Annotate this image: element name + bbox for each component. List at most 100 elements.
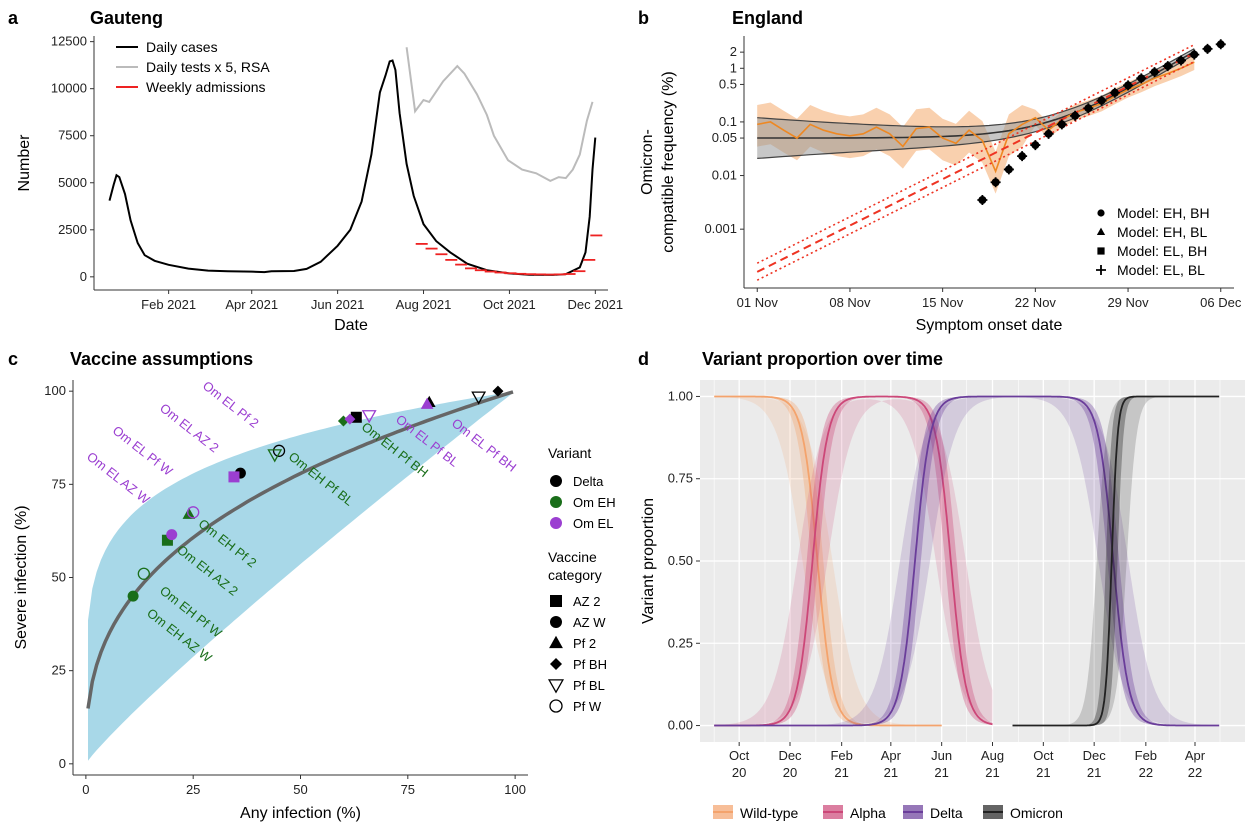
panel-c-chart: 0 25 50 75 100 0 25 50 75 100 Any infection (%) Sev… bbox=[13, 378, 616, 822]
x-tick-label: 100 bbox=[504, 782, 526, 797]
x-tick-label: 21 bbox=[1087, 765, 1101, 780]
legend-label: Model: EH, BH bbox=[1117, 205, 1210, 221]
variant-line bbox=[714, 395, 942, 727]
vaccine-point bbox=[187, 506, 200, 519]
legend-key bbox=[550, 496, 562, 508]
y-tick-label: 0.05 bbox=[712, 130, 737, 145]
vaccine-point bbox=[166, 529, 178, 541]
variant-line bbox=[1012, 395, 1220, 727]
x-tick-label: 08 Nov bbox=[829, 295, 871, 310]
fit-line bbox=[756, 52, 1195, 273]
variant-band bbox=[714, 396, 993, 726]
model-point bbox=[1056, 119, 1067, 130]
fit-curve bbox=[86, 390, 514, 709]
vaccine-point bbox=[267, 449, 283, 463]
legend-key bbox=[1096, 265, 1106, 275]
panel-b-title: England bbox=[732, 8, 803, 28]
point-label: Om EL Pf BH bbox=[449, 415, 519, 475]
x-tick-label: 21 bbox=[1036, 765, 1050, 780]
x-tick-label: Dec bbox=[778, 748, 802, 763]
x-tick-label: 21 bbox=[985, 765, 999, 780]
legend-label: Delta bbox=[930, 805, 963, 821]
x-tick-label: 22 bbox=[1188, 765, 1202, 780]
legend-label: AZ W bbox=[573, 615, 606, 630]
legend-label: Daily tests x 5, RSA bbox=[146, 59, 270, 75]
legend-label: Alpha bbox=[850, 805, 886, 821]
x-tick-label: 25 bbox=[186, 782, 200, 797]
model-point bbox=[1083, 103, 1094, 114]
legend-label: Daily cases bbox=[146, 39, 218, 55]
x-axis-label: Any infection (%) bbox=[240, 805, 361, 822]
x-tick-label: Aug 2021 bbox=[396, 297, 452, 312]
panel-a-title: Gauteng bbox=[90, 8, 163, 28]
model-point bbox=[1043, 128, 1054, 139]
y-tick-label: 2500 bbox=[58, 222, 87, 237]
model-lower bbox=[757, 53, 1195, 159]
model-point bbox=[1162, 61, 1173, 72]
x-tick-label: 21 bbox=[934, 765, 948, 780]
confidence-band bbox=[88, 391, 513, 761]
x-tick-label: 75 bbox=[401, 782, 415, 797]
y-tick-label: 0 bbox=[59, 756, 66, 771]
legend-label: Model: EH, BL bbox=[1117, 224, 1207, 240]
observed-line bbox=[757, 61, 1195, 174]
legend-label: Model: EL, BH bbox=[1117, 243, 1207, 259]
x-tick-label: Dec bbox=[1083, 748, 1107, 763]
point-label: Om EL AZ 2 bbox=[157, 400, 222, 455]
panel-c-letter: c bbox=[8, 349, 18, 369]
vaccine-point bbox=[137, 567, 150, 580]
x-tick-label: Oct 2021 bbox=[483, 297, 536, 312]
vaccine-point bbox=[182, 507, 196, 519]
y-tick-label: 0.1 bbox=[719, 114, 737, 129]
vaccine-point bbox=[127, 590, 139, 602]
legend-key bbox=[549, 699, 563, 713]
legend-label: Pf 2 bbox=[573, 636, 596, 651]
legend-title: Vaccine bbox=[548, 549, 597, 565]
variant-band bbox=[714, 396, 1220, 726]
y-axis-label: Omicron- bbox=[639, 129, 656, 195]
model-point bbox=[1030, 140, 1041, 151]
x-tick-label: 21 bbox=[884, 765, 898, 780]
vaccine-point bbox=[344, 413, 356, 425]
model-band bbox=[757, 48, 1195, 159]
y-tick-label: 0 bbox=[80, 269, 87, 284]
x-tick-label: 21 bbox=[834, 765, 848, 780]
model-point bbox=[1202, 43, 1213, 54]
x-tick-label: Feb 2021 bbox=[141, 297, 196, 312]
x-tick-label: Apr 2021 bbox=[225, 297, 278, 312]
model-point bbox=[990, 177, 1001, 188]
legend-key bbox=[550, 517, 562, 529]
x-tick-label: Apr bbox=[881, 748, 902, 763]
y-axis-label: compatible frequency (%) bbox=[660, 71, 677, 252]
model-point bbox=[1096, 95, 1107, 106]
y-tick-label: 10000 bbox=[51, 81, 87, 96]
x-tick-label: Aug bbox=[981, 748, 1004, 763]
y-axis-label: Severe infection (%) bbox=[13, 505, 30, 649]
vaccine-point bbox=[471, 391, 487, 405]
y-tick-label: 7500 bbox=[58, 128, 87, 143]
y-tick-label: 100 bbox=[44, 383, 66, 398]
tests-line bbox=[405, 47, 594, 183]
x-tick-label: Oct bbox=[729, 748, 750, 763]
legend-key bbox=[547, 679, 565, 694]
model-point bbox=[1136, 73, 1147, 84]
x-tick-label: 29 Nov bbox=[1107, 295, 1149, 310]
x-tick-label: Feb bbox=[1135, 748, 1157, 763]
variant-line bbox=[714, 395, 1220, 727]
legend-key bbox=[1096, 227, 1106, 236]
x-tick-label: Jun bbox=[931, 748, 952, 763]
y-tick-label: 0.01 bbox=[712, 168, 737, 183]
y-tick-label: 0.00 bbox=[668, 718, 693, 733]
x-tick-label: Oct bbox=[1033, 748, 1054, 763]
x-tick-label: 15 Nov bbox=[922, 295, 964, 310]
legend-label: AZ 2 bbox=[573, 594, 600, 609]
variant-band bbox=[714, 396, 1220, 726]
legend-label: Delta bbox=[573, 474, 604, 489]
y-tick-label: 2 bbox=[730, 44, 737, 59]
y-tick-label: 1.00 bbox=[668, 388, 693, 403]
x-axis-label: Date bbox=[334, 317, 368, 334]
x-tick-label: 06 Dec bbox=[1200, 295, 1242, 310]
fit-upper bbox=[756, 43, 1195, 264]
legend-key bbox=[1097, 209, 1105, 217]
